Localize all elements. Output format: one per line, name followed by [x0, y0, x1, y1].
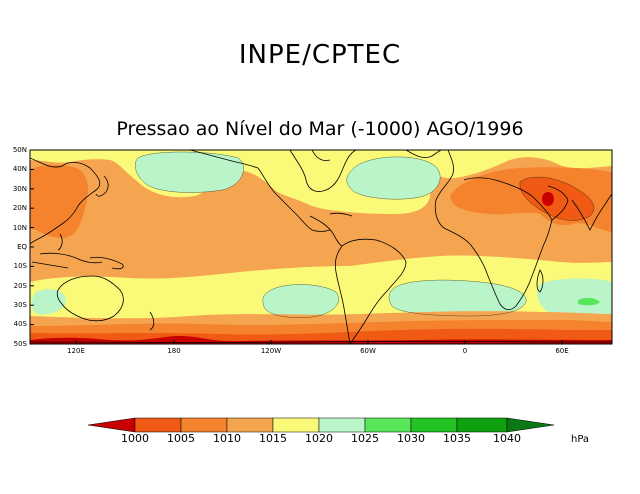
asian-low-core [542, 192, 554, 206]
lat-label-20s: 20S [13, 282, 27, 290]
colorbar-label-1010: 1010 [213, 432, 241, 445]
color-bar-low-triangle [87, 417, 136, 433]
colorbar-label-1030: 1030 [397, 432, 425, 445]
map-title: Pressao ao Nível do Mar (-1000) AGO/1996 [116, 118, 524, 140]
lat-label-eq: EQ [17, 243, 27, 251]
lon-label-120w: 120W [260, 347, 282, 355]
colorbar-label-1000: 1000 [121, 432, 149, 445]
color-box-1025-1030 [364, 417, 412, 433]
color-box-1020-1025 [318, 417, 366, 433]
color-box-1005-1010 [180, 417, 228, 433]
lat-label-40s: 40S [13, 320, 27, 328]
lat-label-10n: 10N [12, 224, 27, 232]
lon-label-60e: 60E [555, 347, 569, 355]
lon-label-60w: 60W [360, 347, 376, 355]
colorbar-label-1040: 1040 [493, 432, 521, 445]
lat-tick-marks [30, 149, 34, 345]
lon-label-120e: 120E [67, 347, 85, 355]
lat-label-40n: 40N [12, 165, 27, 173]
lon-tick-marks [75, 340, 563, 344]
lon-label-0: 0 [462, 347, 468, 355]
north-pacific-high [135, 152, 244, 193]
colorbar-label-1015: 1015 [259, 432, 287, 445]
south-pacific-high [262, 284, 339, 318]
pressure-field [30, 150, 612, 344]
color-box-1015-1020 [272, 417, 320, 433]
lat-label-30s: 30S [13, 301, 27, 309]
coastlines [30, 150, 612, 344]
color-box-1010-1015 [226, 417, 274, 433]
south-atlantic-high [389, 280, 527, 316]
color-bar [87, 417, 555, 433]
indian-ocean-high-core [578, 297, 600, 306]
azores-high [346, 156, 441, 200]
lat-label-10s: 10S [13, 262, 27, 270]
lat-label-50n: 50N [12, 146, 27, 154]
lat-label-20n: 20N [12, 204, 27, 212]
west-pacific-low [30, 164, 88, 238]
unit-label: hPa [571, 434, 590, 445]
colorbar-label-1005: 1005 [167, 432, 195, 445]
color-bar-high-triangle [506, 417, 555, 433]
asian-low-1000 [519, 177, 594, 221]
color-box-1035-1040 [456, 417, 508, 433]
isobars [135, 151, 595, 318]
lat-label-30n: 30N [12, 185, 27, 193]
colorbar-label-1020: 1020 [305, 432, 333, 445]
color-box-1030-1035 [410, 417, 458, 433]
color-box-1000-1005 [134, 417, 182, 433]
indian-ocean-high [537, 278, 612, 318]
colorbar-label-1025: 1025 [351, 432, 379, 445]
colorbar-label-1035: 1035 [443, 432, 471, 445]
organization-title: INPE/CPTEC [238, 40, 402, 70]
lon-label-180: 180 [167, 347, 181, 355]
lat-label-50s: 50S [13, 340, 27, 348]
